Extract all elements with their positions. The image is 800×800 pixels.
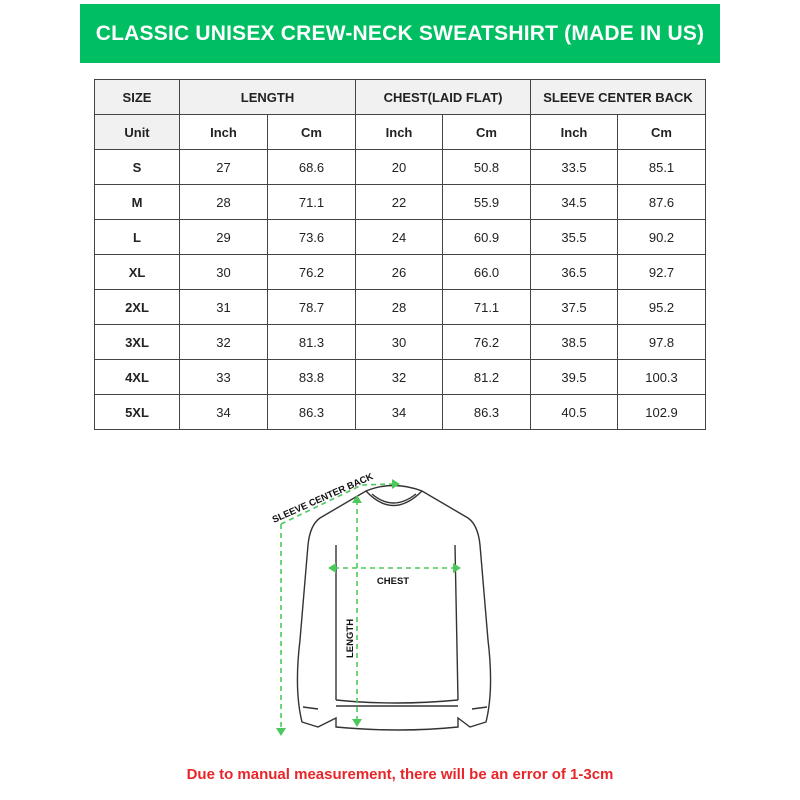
value-cell: 83.8 (266, 359, 357, 395)
value-cell: 50.8 (442, 149, 532, 185)
table-row: L 29 73.6 24 60.9 35.5 90.2 (94, 219, 707, 255)
value-cell: 34 (355, 394, 444, 430)
value-cell: 39.5 (530, 359, 619, 395)
value-cell: 71.1 (442, 289, 532, 325)
value-cell: 35.5 (530, 219, 619, 255)
value-cell: 26 (355, 254, 444, 290)
table-row: 5XL 34 86.3 34 86.3 40.5 102.9 (94, 394, 707, 430)
value-cell: 36.5 (530, 254, 619, 290)
arrow-heads (276, 479, 461, 736)
value-cell: 73.6 (266, 219, 357, 255)
length-label: LENGTH (345, 619, 356, 658)
value-cell: 40.5 (530, 394, 619, 430)
chest-label: CHEST (377, 576, 409, 587)
size-cell: L (94, 219, 180, 255)
page-title: CLASSIC UNISEX CREW-NECK SWEATSHIRT (MAD… (95, 21, 705, 45)
header-size: SIZE (94, 79, 180, 115)
value-cell: 34.5 (530, 184, 619, 220)
value-cell: 86.3 (442, 394, 532, 430)
unit-header-cell: Cm (617, 114, 707, 150)
value-cell: 95.2 (617, 289, 707, 325)
table-row: 2XL 31 78.7 28 71.1 37.5 95.2 (94, 289, 707, 325)
value-cell: 27 (179, 149, 268, 185)
size-cell: 4XL (94, 359, 180, 395)
unit-header-cell: Unit (94, 114, 180, 150)
size-table: SIZE LENGTH CHEST(LAID FLAT) SLEEVE CENT… (94, 79, 707, 430)
size-cell: XL (94, 254, 180, 290)
unit-header-cell: Inch (355, 114, 444, 150)
sleeve-label: SLEEVE CENTER BACK (271, 471, 375, 526)
value-cell: 97.8 (617, 324, 707, 360)
group-header-row: SIZE LENGTH CHEST(LAID FLAT) SLEEVE CENT… (94, 79, 707, 115)
size-cell: 5XL (94, 394, 180, 430)
value-cell: 33 (179, 359, 268, 395)
value-cell: 100.3 (617, 359, 707, 395)
header-sleeve: SLEEVE CENTER BACK (530, 79, 707, 115)
unit-header-cell: Cm (266, 114, 357, 150)
value-cell: 29 (179, 219, 268, 255)
header-chest: CHEST(LAID FLAT) (355, 79, 532, 115)
size-cell: M (94, 184, 180, 220)
measurement-note: Due to manual measurement, there will be… (186, 766, 614, 783)
size-cell: 3XL (94, 324, 180, 360)
value-cell: 33.5 (530, 149, 619, 185)
value-cell: 102.9 (617, 394, 707, 430)
value-cell: 68.6 (266, 149, 357, 185)
value-cell: 55.9 (442, 184, 532, 220)
measure-arrows (280, 483, 455, 730)
value-cell: 78.7 (266, 289, 357, 325)
value-cell: 87.6 (617, 184, 707, 220)
value-cell: 86.3 (266, 394, 357, 430)
sleeve-arrow-diagonal (280, 483, 393, 525)
title-banner: CLASSIC UNISEX CREW-NECK SWEATSHIRT (MAD… (80, 4, 720, 63)
sweatshirt-outline (296, 484, 492, 731)
